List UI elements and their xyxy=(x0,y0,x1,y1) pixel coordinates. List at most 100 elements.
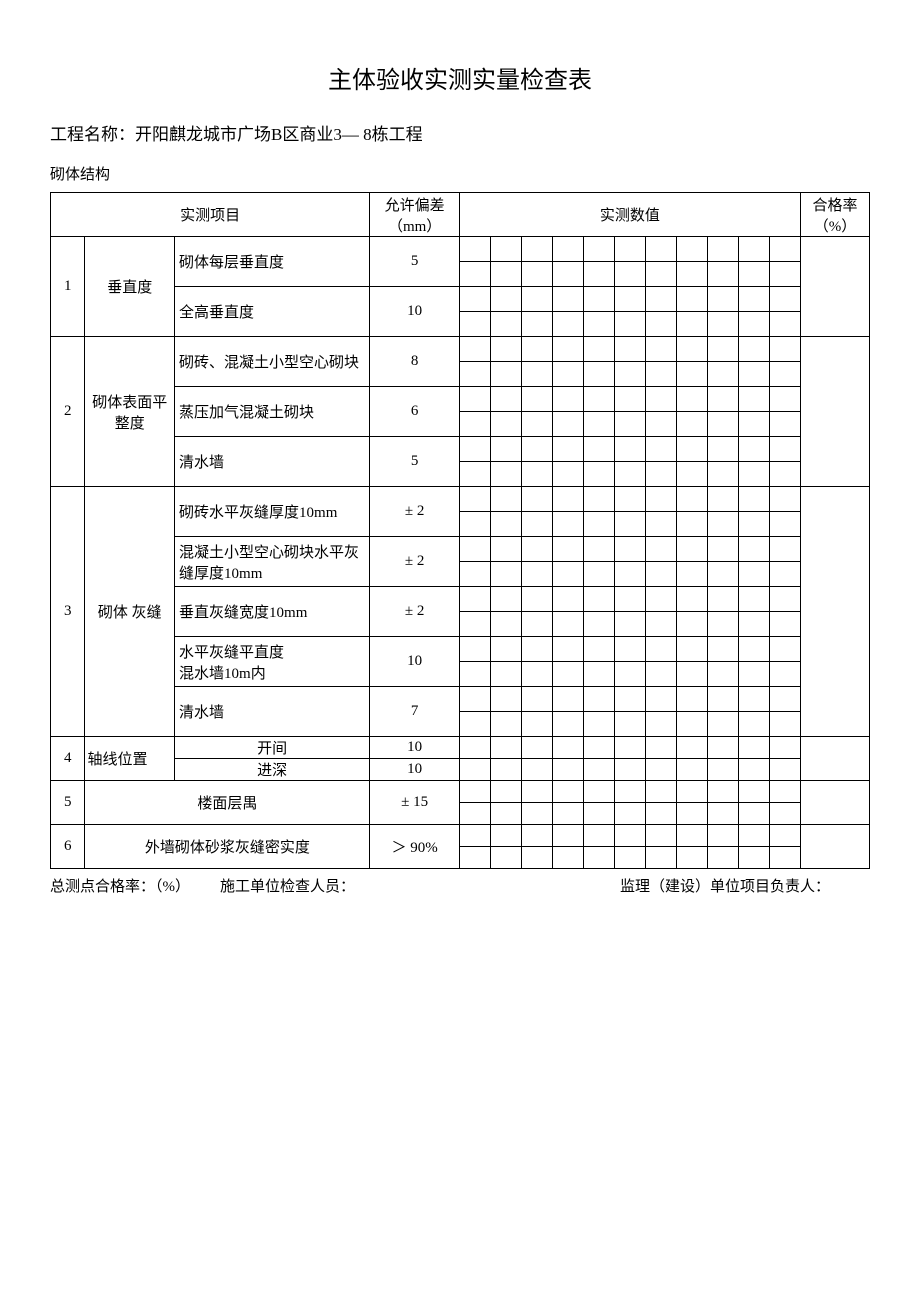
measure-cell xyxy=(552,287,583,312)
measure-cell xyxy=(552,462,583,487)
measure-cell xyxy=(552,362,583,387)
measure-cell xyxy=(769,337,800,362)
measure-cell xyxy=(459,387,490,412)
row-sub-label: 砌砖、混凝土小型空心砌块 xyxy=(175,337,370,387)
measure-cell xyxy=(645,337,676,362)
measure-cell xyxy=(490,237,521,262)
measure-cell xyxy=(490,437,521,462)
measure-cell xyxy=(614,737,645,759)
measure-cell xyxy=(521,759,552,781)
row-tolerance: 5 xyxy=(370,237,460,287)
measure-cell xyxy=(490,825,521,847)
measure-cell xyxy=(552,662,583,687)
measure-cell xyxy=(459,362,490,387)
section-label: 砌体结构 xyxy=(50,163,870,184)
row-sub-label: 清水墙 xyxy=(175,437,370,487)
measure-cell xyxy=(459,587,490,612)
measure-cell xyxy=(676,237,707,262)
measure-cell xyxy=(707,287,738,312)
table-row: 6外墙砌体砂浆灰缝密实度＞ 90% xyxy=(51,825,870,847)
measure-cell xyxy=(614,362,645,387)
measure-cell xyxy=(676,362,707,387)
measure-cell xyxy=(645,612,676,637)
measure-cell xyxy=(490,262,521,287)
measure-cell xyxy=(707,759,738,781)
measure-cell xyxy=(676,662,707,687)
measure-cell xyxy=(459,847,490,869)
table-row: 1垂直度砌体每层垂直度5 xyxy=(51,237,870,262)
measure-cell xyxy=(521,803,552,825)
measure-cell xyxy=(490,412,521,437)
measure-cell xyxy=(769,412,800,437)
measure-cell xyxy=(521,362,552,387)
measure-cell xyxy=(738,637,769,662)
measure-cell xyxy=(769,662,800,687)
measure-cell xyxy=(769,781,800,803)
measure-cell xyxy=(738,337,769,362)
measure-cell xyxy=(614,487,645,512)
measure-cell xyxy=(583,512,614,537)
row-tolerance: 8 xyxy=(370,337,460,387)
measure-cell xyxy=(583,803,614,825)
measure-cell xyxy=(552,687,583,712)
row-sub-label: 水平灰缝平直度混水墙10m内 xyxy=(175,637,370,687)
measure-cell xyxy=(645,312,676,337)
measure-cell xyxy=(459,462,490,487)
measure-cell xyxy=(459,781,490,803)
measure-cell xyxy=(707,612,738,637)
measure-cell xyxy=(490,637,521,662)
measure-cell xyxy=(614,512,645,537)
measure-cell xyxy=(769,437,800,462)
measure-cell xyxy=(676,825,707,847)
row-sub-label: 垂直灰缝宽度10mm xyxy=(175,587,370,637)
measure-cell xyxy=(614,262,645,287)
measure-cell xyxy=(583,637,614,662)
measure-cell xyxy=(614,462,645,487)
measure-cell xyxy=(459,262,490,287)
measure-cell xyxy=(738,759,769,781)
measure-cell xyxy=(676,487,707,512)
row-sub-label: 混凝土小型空心砌块水平灰缝厚度10mm xyxy=(175,537,370,587)
measure-cell xyxy=(645,562,676,587)
page-title: 主体验收实测实量检查表 xyxy=(50,60,870,95)
measure-cell xyxy=(521,637,552,662)
measure-cell xyxy=(707,803,738,825)
measure-cell xyxy=(645,847,676,869)
measure-cell xyxy=(490,662,521,687)
measure-cell xyxy=(614,662,645,687)
table-row: 3砌体 灰缝砌砖水平灰缝厚度10mm± 2 xyxy=(51,487,870,512)
row-index: 3 xyxy=(51,487,85,737)
measure-cell xyxy=(490,587,521,612)
measure-cell xyxy=(645,287,676,312)
measure-cell xyxy=(459,537,490,562)
measure-cell xyxy=(552,587,583,612)
measure-cell xyxy=(521,612,552,637)
measure-cell xyxy=(459,237,490,262)
measure-cell xyxy=(707,662,738,687)
measure-cell xyxy=(676,712,707,737)
measure-cell xyxy=(583,847,614,869)
measure-cell xyxy=(738,687,769,712)
measure-cell xyxy=(707,237,738,262)
measure-cell xyxy=(490,487,521,512)
measure-cell xyxy=(645,537,676,562)
measure-cell xyxy=(738,237,769,262)
measure-cell xyxy=(645,662,676,687)
measure-cell xyxy=(521,437,552,462)
measure-cell xyxy=(738,737,769,759)
measure-cell xyxy=(676,737,707,759)
measure-cell xyxy=(738,312,769,337)
measure-cell xyxy=(707,462,738,487)
measure-cell xyxy=(769,537,800,562)
measure-cell xyxy=(459,612,490,637)
measure-cell xyxy=(583,662,614,687)
footer-line: 总测点合格率：（%） 施工单位检查人员： 监理（建设）单位项目负责人： xyxy=(50,875,870,896)
hdr-rate: 合格率（%） xyxy=(800,193,869,237)
measure-cell xyxy=(614,847,645,869)
measure-cell xyxy=(707,737,738,759)
measure-cell xyxy=(645,362,676,387)
row-tolerance: ＞ 90% xyxy=(370,825,460,869)
measure-cell xyxy=(490,759,521,781)
row-label: 楼面层禺 xyxy=(85,781,370,825)
measure-cell xyxy=(521,487,552,512)
